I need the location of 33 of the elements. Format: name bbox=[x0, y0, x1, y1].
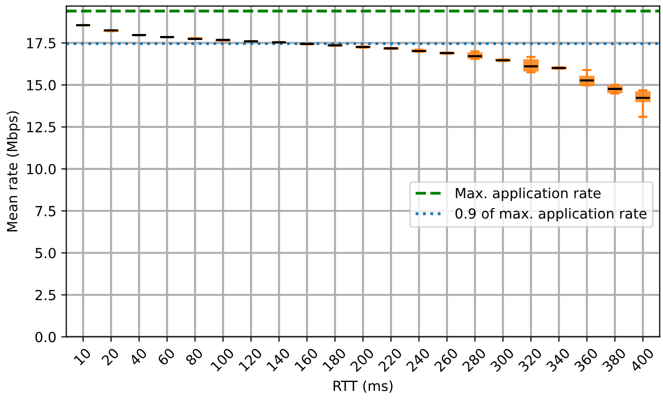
y-tick-label: 17.5 bbox=[27, 38, 56, 48]
y-tick-label: 10.0 bbox=[27, 164, 56, 174]
x-tick-label: 360 bbox=[574, 347, 598, 372]
x-tick-label: 220 bbox=[378, 347, 403, 372]
x-tick-label: 240 bbox=[406, 347, 431, 372]
x-tick-label: 80 bbox=[184, 347, 204, 366]
x-tick-label: 200 bbox=[350, 347, 375, 372]
x-tick-label: 100 bbox=[210, 347, 235, 372]
legend-label: 0.9 of max. application rate bbox=[455, 208, 646, 222]
y-axis-title: Mean rate (Mbps) bbox=[6, 111, 20, 232]
y-tick-label: 2.5 bbox=[36, 290, 56, 300]
y-tick-label: 15.0 bbox=[27, 80, 56, 90]
x-tick-label: 260 bbox=[434, 347, 459, 372]
legend-label: Max. application rate bbox=[456, 188, 601, 202]
x-tick-label: 20 bbox=[100, 347, 120, 366]
x-tick-label: 60 bbox=[156, 347, 176, 366]
x-tick-label: 120 bbox=[238, 347, 263, 372]
x-axis-title: RTT (ms) bbox=[334, 380, 392, 393]
x-tick-label: 140 bbox=[266, 347, 291, 372]
y-tick-label: 12.5 bbox=[27, 122, 56, 132]
y-tick-label: 0.0 bbox=[35, 332, 56, 342]
x-tick-label: 180 bbox=[322, 347, 347, 372]
y-tick-label: 5.0 bbox=[36, 248, 56, 258]
x-tick-label: 400 bbox=[629, 347, 654, 372]
x-tick-label: 340 bbox=[546, 347, 570, 372]
x-tick-label: 300 bbox=[490, 347, 515, 372]
x-tick-label: 10 bbox=[73, 347, 92, 366]
x-tick-label: 160 bbox=[294, 347, 319, 372]
x-tick-label: 380 bbox=[602, 347, 626, 372]
x-tick-label: 320 bbox=[518, 347, 542, 372]
x-tick-label: 40 bbox=[128, 347, 148, 366]
y-tick-label: 7.5 bbox=[36, 206, 56, 216]
x-tick-label: 280 bbox=[462, 347, 487, 372]
